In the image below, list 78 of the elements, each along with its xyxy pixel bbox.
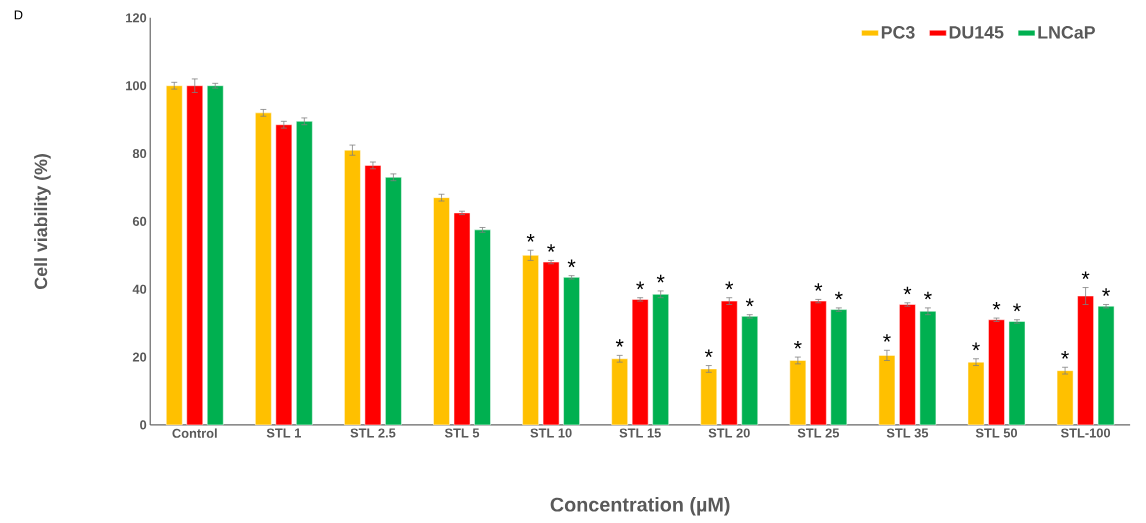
data-label: * xyxy=(1102,288,1110,296)
x-tick-label: STL 2.5 xyxy=(350,428,396,438)
text: D xyxy=(14,10,23,20)
bar xyxy=(296,120,313,426)
bar xyxy=(433,197,450,426)
data-label: * xyxy=(547,244,555,252)
bar xyxy=(344,149,361,426)
x-tick-label: STL-100 xyxy=(1060,428,1111,438)
legend-label: PC3 xyxy=(881,25,915,39)
y-tick-label: 100 xyxy=(126,81,147,91)
data-label: * xyxy=(1081,271,1090,279)
bar xyxy=(474,229,491,426)
bar xyxy=(720,300,738,426)
bar xyxy=(453,212,471,426)
x-tick-label: STL 20 xyxy=(708,428,750,438)
data-label: * xyxy=(704,349,713,357)
bar xyxy=(255,112,272,426)
bar xyxy=(741,316,759,426)
bar xyxy=(878,355,896,426)
data-label: * xyxy=(615,339,624,347)
y-axis-title: Cell viability (%) xyxy=(34,153,51,289)
bar xyxy=(652,293,669,426)
data-label: * xyxy=(883,334,891,342)
bar xyxy=(789,360,807,426)
data-label: * xyxy=(725,281,734,290)
data-label: * xyxy=(924,291,932,300)
bar xyxy=(988,319,1005,426)
x-tick-label: STL 5 xyxy=(444,428,480,438)
x-tick-label: STL 10 xyxy=(530,428,572,438)
bar xyxy=(810,300,827,426)
bar xyxy=(364,165,382,426)
data-label: * xyxy=(972,342,980,351)
y-tick-label: 120 xyxy=(126,13,147,23)
y-tick-label: 40 xyxy=(132,284,147,294)
bar xyxy=(919,310,937,426)
legend-label: DU145 xyxy=(949,26,1004,39)
x-tick-label: STL 50 xyxy=(975,428,1018,438)
bar xyxy=(206,85,224,426)
bar xyxy=(1097,305,1115,426)
data-label: * xyxy=(992,301,1001,310)
data-label: * xyxy=(1061,351,1069,359)
bar xyxy=(1077,295,1094,426)
bar xyxy=(186,85,204,426)
bar xyxy=(700,368,718,426)
bar xyxy=(967,361,985,426)
data-label: * xyxy=(656,274,665,283)
bar xyxy=(542,261,560,426)
x-tick-label: STL 15 xyxy=(619,428,661,438)
y-tick-label: 80 xyxy=(132,148,147,159)
y-tick-label: 20 xyxy=(132,352,147,362)
bar xyxy=(1056,370,1074,426)
bar xyxy=(899,304,916,426)
bar xyxy=(830,309,848,426)
x-tick-label: STL 1 xyxy=(266,428,301,438)
bar xyxy=(611,358,628,426)
x-tick-label: STL 25 xyxy=(797,428,840,438)
legend-label: LNCaP xyxy=(1038,25,1095,39)
data-label: * xyxy=(834,291,843,300)
data-label: * xyxy=(903,286,912,295)
bar xyxy=(166,85,183,426)
x-tick-label: Control xyxy=(172,428,217,438)
y-tick-label: 60 xyxy=(132,216,147,226)
data-label: * xyxy=(814,283,823,291)
bar xyxy=(385,176,402,426)
data-label: * xyxy=(1013,303,1021,312)
bar xyxy=(522,254,539,426)
data-label: * xyxy=(793,340,802,349)
data-label: * xyxy=(636,281,645,290)
y-tick-label: 0 xyxy=(140,420,147,430)
data-label: * xyxy=(567,259,576,268)
bar xyxy=(1008,321,1026,426)
data-label: * xyxy=(526,233,535,242)
bar xyxy=(275,124,293,426)
bar xyxy=(563,277,580,426)
data-label: * xyxy=(745,298,754,307)
x-axis-title: Concentration (µM) xyxy=(550,497,730,516)
bar xyxy=(631,299,649,426)
x-tick-label: STL 35 xyxy=(886,428,929,438)
